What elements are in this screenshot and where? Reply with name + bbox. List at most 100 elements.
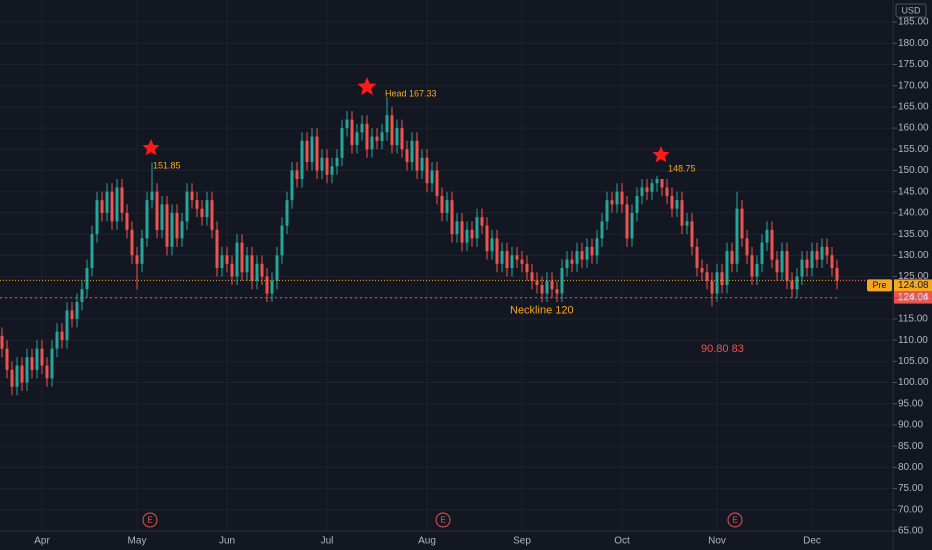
annotation: 90.80 83 <box>701 343 744 355</box>
star-marker <box>357 77 377 96</box>
candle-body <box>0 335 4 349</box>
candle-body <box>475 217 479 239</box>
candle-body <box>525 263 529 273</box>
candle-body <box>510 255 514 269</box>
candle-body <box>565 259 569 269</box>
candle-body <box>770 229 774 260</box>
earnings-marker[interactable] <box>435 512 451 528</box>
candle-body <box>240 242 244 273</box>
premarket-price-box <box>894 279 932 292</box>
candle-body <box>725 251 729 286</box>
candle-body <box>205 200 209 218</box>
candle-body <box>360 123 364 133</box>
candle-body <box>300 140 304 179</box>
candle-body <box>675 200 679 209</box>
candle-body <box>810 251 814 269</box>
candle-body <box>210 200 214 230</box>
candle-body <box>460 221 464 243</box>
candle-body <box>610 200 614 205</box>
candle-body <box>470 229 474 239</box>
candle-body <box>5 348 9 370</box>
candle-body <box>445 200 449 213</box>
candle-body <box>375 136 379 141</box>
last-price-box <box>894 291 932 304</box>
candle-body <box>430 170 434 184</box>
candle-body <box>585 246 589 260</box>
candle-body <box>245 255 249 273</box>
candle-body <box>520 259 524 264</box>
candle-body <box>690 221 694 247</box>
candle-body <box>45 365 49 379</box>
y-tick-label: 100.00 <box>898 377 929 388</box>
candle-body <box>330 166 334 175</box>
candle-body <box>625 204 629 239</box>
candle-body <box>410 140 414 163</box>
candle-body <box>505 251 509 269</box>
candle-body <box>200 208 204 218</box>
candle-body <box>75 301 79 319</box>
candle-body <box>830 255 834 269</box>
candle-body <box>650 183 654 192</box>
candle-body <box>415 140 419 171</box>
candle-body <box>90 234 94 269</box>
candle-body <box>480 217 484 226</box>
candle-body <box>440 195 444 213</box>
earnings-marker[interactable] <box>727 512 743 528</box>
candle-body <box>715 272 719 294</box>
grid <box>0 0 893 532</box>
candle-body <box>400 128 404 150</box>
candle-body <box>55 331 59 349</box>
candle-body <box>595 238 599 256</box>
candle-body <box>320 157 324 171</box>
x-tick-label: Oct <box>614 536 630 547</box>
y-tick-label: 180.00 <box>898 38 929 49</box>
candle-body <box>150 191 154 201</box>
candle-body <box>455 221 459 235</box>
candle-body <box>550 280 554 290</box>
candle-body <box>230 263 234 277</box>
y-tick-label: 185.00 <box>898 17 929 28</box>
candle-body <box>85 268 89 290</box>
currency-box[interactable] <box>895 3 927 18</box>
x-tick-label: Apr <box>34 536 50 547</box>
candle-body <box>325 157 329 175</box>
candle-body <box>760 242 764 264</box>
candle-body <box>365 123 369 150</box>
candle-body <box>100 200 104 213</box>
x-tick-label: Dec <box>803 536 821 547</box>
candle-body <box>235 242 239 277</box>
candle-body <box>290 170 294 201</box>
candle-body <box>350 119 354 146</box>
candle-body <box>765 229 769 243</box>
candle-body <box>740 208 744 239</box>
currency: USD <box>901 5 921 15</box>
candle-body <box>250 255 254 281</box>
y-tick-label: 125.00 <box>898 271 929 282</box>
candle-body <box>795 276 799 290</box>
candle-body <box>70 310 74 319</box>
candle-body <box>500 251 504 264</box>
earnings-label: E <box>440 516 445 525</box>
candle-body <box>665 187 669 196</box>
candle-body <box>435 170 439 196</box>
candle-body <box>120 187 124 213</box>
y-tick-label: 120.00 <box>898 292 929 303</box>
candle-body <box>590 246 594 256</box>
x-tick-label: Aug <box>418 536 436 547</box>
y-tick-label: 130.00 <box>898 250 929 261</box>
earnings-marker[interactable] <box>142 512 158 528</box>
neckline-label: Neckline 120 <box>510 305 574 317</box>
y-tick-label: 110.00 <box>898 335 928 346</box>
candle-body <box>280 225 284 256</box>
candle-body <box>35 348 39 370</box>
candle-body <box>790 280 794 290</box>
candle-body <box>425 157 429 184</box>
candle-body <box>285 200 289 226</box>
candle-body <box>745 238 749 256</box>
candle-body <box>705 272 709 281</box>
y-tick-label: 140.00 <box>898 208 929 219</box>
candle-body <box>490 238 494 252</box>
y-tick-label: 145.00 <box>898 186 929 197</box>
